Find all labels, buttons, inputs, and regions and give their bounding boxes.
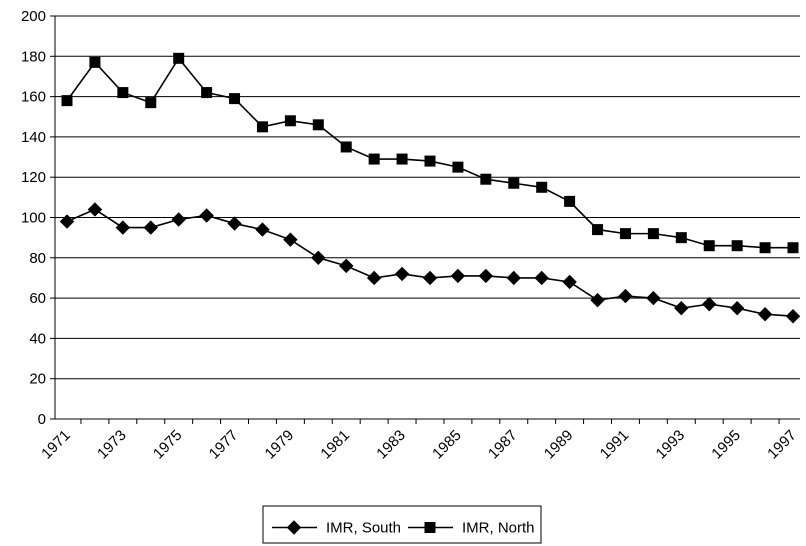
y-tick-label: 60 bbox=[29, 290, 46, 307]
data-point bbox=[394, 266, 410, 282]
x-tick-label: 1987 bbox=[485, 427, 521, 463]
y-tick-label: 100 bbox=[21, 210, 46, 227]
x-tick-label: 1973 bbox=[94, 427, 130, 463]
data-point bbox=[255, 222, 270, 237]
x-axis-ticks: 1971 1973 1975 1977 1979 1981 1983 1985 1987 1989… bbox=[38, 419, 800, 462]
data-point bbox=[506, 270, 521, 286]
data-point bbox=[702, 296, 717, 312]
data-point bbox=[787, 242, 799, 254]
y-tick-label: 40 bbox=[29, 330, 46, 347]
series-group bbox=[59, 52, 801, 324]
x-tick-label: 1977 bbox=[206, 427, 242, 463]
data-point bbox=[312, 119, 324, 131]
data-point bbox=[89, 56, 101, 68]
data-point bbox=[396, 153, 408, 165]
x-tick-label: 1989 bbox=[541, 427, 577, 463]
data-point bbox=[199, 208, 214, 223]
y-tick-label: 180 bbox=[21, 48, 46, 65]
x-tick-label: 1993 bbox=[653, 427, 689, 463]
data-point bbox=[256, 121, 268, 133]
data-point bbox=[646, 290, 661, 306]
data-point bbox=[339, 258, 354, 274]
y-tick-label: 20 bbox=[29, 371, 46, 388]
legend-marker bbox=[286, 520, 302, 535]
y-axis-ticks: 0 20 40 60 80 100 120 140 160 180 200 bbox=[21, 8, 55, 428]
data-point bbox=[564, 195, 576, 207]
data-point bbox=[480, 173, 492, 185]
legend-marker bbox=[424, 522, 436, 533]
x-tick-label: 1991 bbox=[597, 427, 633, 463]
x-tick-label: 1975 bbox=[150, 427, 186, 463]
data-point bbox=[171, 212, 186, 227]
data-point bbox=[508, 177, 520, 189]
series-south bbox=[59, 202, 801, 324]
data-point bbox=[450, 268, 466, 284]
legend-entry: IMR, North bbox=[408, 520, 535, 537]
data-point bbox=[536, 181, 548, 193]
data-point bbox=[647, 228, 659, 240]
x-tick-label: 1997 bbox=[764, 427, 800, 463]
data-point bbox=[143, 220, 158, 235]
legend-label: IMR, South bbox=[326, 520, 401, 537]
x-tick-label: 1981 bbox=[317, 427, 353, 463]
data-point bbox=[115, 220, 131, 235]
data-point bbox=[478, 268, 494, 284]
data-point bbox=[229, 93, 241, 105]
data-point bbox=[534, 270, 549, 286]
y-tick-label: 140 bbox=[21, 129, 46, 146]
data-point bbox=[340, 141, 352, 153]
data-point bbox=[674, 300, 689, 316]
gridlines bbox=[55, 15, 800, 380]
data-point bbox=[618, 288, 633, 304]
x-tick-label: 1971 bbox=[38, 427, 74, 463]
data-point bbox=[590, 292, 605, 308]
data-point bbox=[424, 155, 436, 167]
data-point bbox=[145, 97, 157, 109]
y-tick-label: 160 bbox=[21, 89, 46, 106]
data-point bbox=[227, 216, 242, 231]
data-point bbox=[422, 270, 438, 286]
data-point bbox=[729, 300, 745, 316]
legend-box bbox=[262, 505, 542, 544]
x-tick-label: 1983 bbox=[373, 427, 409, 463]
y-tick-label: 200 bbox=[21, 8, 46, 25]
data-point bbox=[759, 242, 771, 254]
legend-entry: IMR, South bbox=[272, 520, 401, 537]
data-point bbox=[731, 240, 743, 252]
data-point bbox=[619, 228, 631, 240]
legend-label: IMR, North bbox=[462, 520, 535, 537]
data-point bbox=[703, 240, 715, 252]
x-tick-label: 1979 bbox=[262, 427, 298, 463]
data-point bbox=[283, 232, 298, 247]
data-point bbox=[452, 161, 464, 173]
data-point bbox=[87, 202, 103, 217]
data-point bbox=[173, 52, 185, 64]
data-point bbox=[368, 153, 380, 165]
y-tick-label: 120 bbox=[21, 169, 46, 186]
data-point bbox=[284, 115, 296, 127]
data-point bbox=[366, 270, 382, 286]
y-tick-label: 80 bbox=[29, 250, 46, 267]
data-point bbox=[592, 224, 604, 236]
y-tick-label: 0 bbox=[38, 411, 46, 428]
x-tick-label: 1995 bbox=[708, 427, 744, 463]
data-point bbox=[785, 309, 801, 324]
x-tick-label: 1985 bbox=[429, 427, 465, 463]
data-point bbox=[562, 274, 577, 290]
legend: IMR, South IMR, North bbox=[262, 505, 542, 544]
data-point bbox=[757, 307, 773, 322]
data-point bbox=[675, 232, 687, 244]
series-line bbox=[66, 208, 794, 318]
data-point bbox=[61, 95, 73, 107]
data-point bbox=[201, 87, 213, 99]
data-point bbox=[59, 214, 75, 229]
series-north bbox=[61, 52, 799, 254]
data-point bbox=[117, 87, 129, 99]
data-point bbox=[311, 250, 326, 266]
